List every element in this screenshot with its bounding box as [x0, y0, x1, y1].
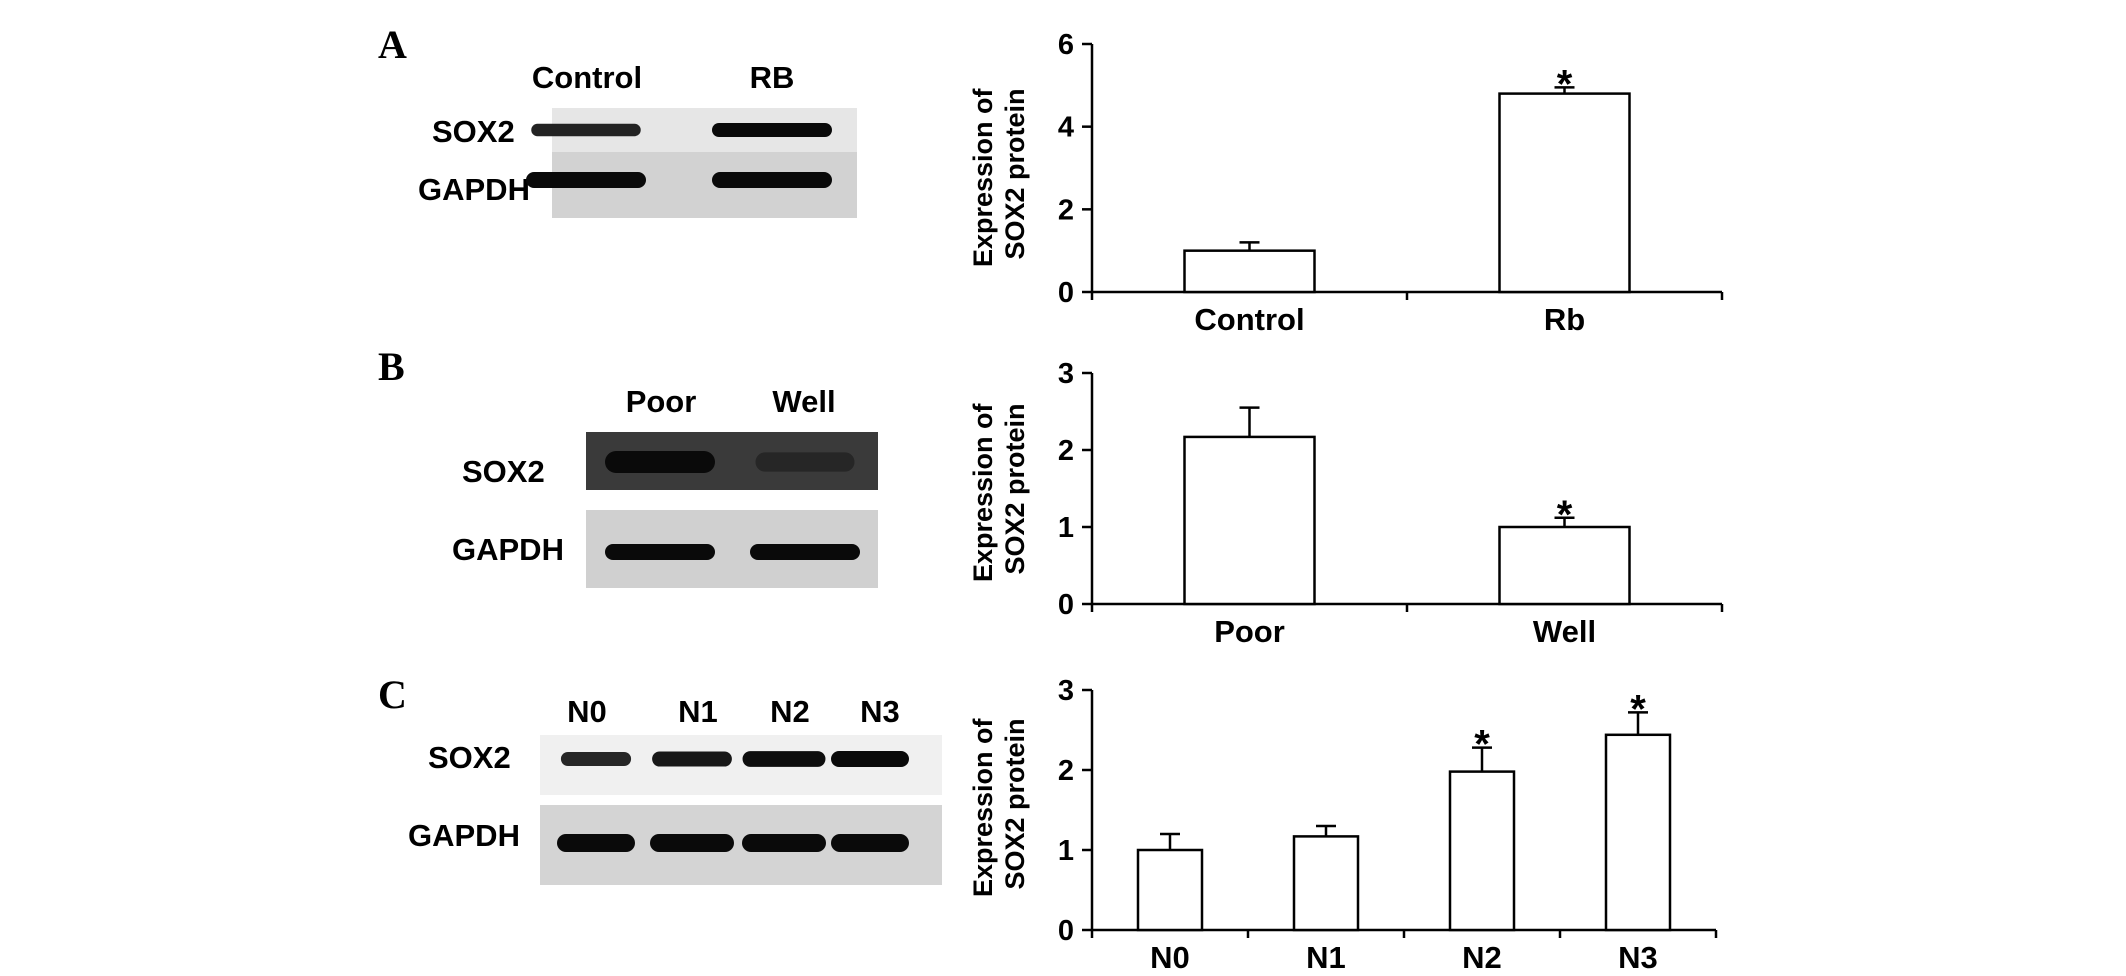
chart-c: Expression of SOX2 protein 0 1 2 3 N0 N1 N2 * N3… [968, 675, 1718, 975]
blot-b-bands [605, 451, 860, 560]
blot-b-row-label: GAPDH [452, 532, 564, 567]
blot-band [650, 834, 734, 852]
bar [1292, 835, 1360, 932]
bar [1183, 249, 1316, 294]
x-category-label: Poor [1214, 614, 1285, 649]
blot-band [605, 544, 715, 560]
blot-b-lane-label: Well [772, 384, 835, 419]
blot-c-lane-label: N1 [678, 694, 718, 729]
chart-b-ylabel: Expression of SOX2 protein [968, 396, 1030, 582]
blot-band [755, 452, 855, 472]
blot-c-lane-label: N0 [567, 694, 607, 729]
blot-band [560, 751, 632, 767]
blot-a-bands [526, 123, 832, 188]
blot-b-lane-label: Poor [626, 384, 697, 419]
chart-b-ylabel-line1: Expression of [968, 402, 998, 582]
blot-band [712, 172, 832, 188]
y-tick-label: 0 [1058, 589, 1074, 621]
y-tick-label: 3 [1058, 358, 1074, 390]
bar [1448, 770, 1516, 932]
blot-band [526, 172, 646, 188]
blot-c-row-label: GAPDH [408, 818, 520, 853]
x-category-label: Control [1194, 302, 1304, 337]
chart-a-ylabel-line2: SOX2 protein [1000, 88, 1030, 259]
chart-c-ylabel: Expression of SOX2 protein [968, 711, 1030, 897]
x-category-label: N3 [1618, 940, 1658, 975]
blot-c: N0 N1 N2 N3 SOX2 GAPDH [408, 694, 942, 885]
x-category-label: Rb [1544, 302, 1585, 337]
y-tick-label: 2 [1058, 755, 1074, 787]
x-category-label: N0 [1150, 940, 1190, 975]
significance-marker: * [1474, 723, 1490, 767]
bar [1604, 733, 1672, 932]
y-tick-label: 0 [1058, 277, 1074, 309]
y-tick-label: 0 [1058, 915, 1074, 947]
blot-a-row-label: GAPDH [418, 172, 530, 207]
significance-marker: * [1557, 62, 1573, 106]
panel-a: A Control RB SOX2 GAPDH Expression of SO… [378, 22, 1724, 337]
blot-band [742, 834, 826, 852]
significance-marker: * [1557, 493, 1573, 537]
blot-band [831, 834, 909, 852]
blot-b-row-label: SOX2 [462, 454, 545, 489]
panel-letter-c: C [378, 672, 407, 717]
x-category-label: N2 [1462, 940, 1502, 975]
blot-band [531, 123, 641, 137]
y-tick-label: 6 [1058, 29, 1074, 61]
blot-band [605, 451, 715, 473]
chart-c-ylabel-line1: Expression of [968, 717, 998, 897]
blot-band [652, 751, 732, 767]
x-category-label: Well [1533, 614, 1596, 649]
chart-b: Expression of SOX2 protein 0 1 2 3 Poor Well * [968, 358, 1724, 649]
blot-band [831, 751, 909, 767]
y-tick-label: 2 [1058, 194, 1074, 226]
y-tick-label: 1 [1058, 512, 1074, 544]
chart-a: Expression of SOX2 protein 0 2 4 6 Control Rb… [968, 29, 1724, 337]
blot-a-lane-label: Control [532, 60, 642, 95]
bar [1136, 848, 1204, 932]
blot-c-lane-label: N3 [860, 694, 900, 729]
chart-b-ylabel-line2: SOX2 protein [1000, 403, 1030, 574]
panel-letter-a: A [378, 22, 407, 67]
y-tick-label: 1 [1058, 835, 1074, 867]
significance-marker: * [1630, 687, 1646, 731]
chart-a-ylabel: Expression of SOX2 protein [968, 81, 1030, 267]
chart-c-ylabel-line2: SOX2 protein [1000, 718, 1030, 889]
blot-a-lane-label: RB [750, 60, 795, 95]
y-tick-label: 3 [1058, 675, 1074, 707]
blot-band [742, 751, 826, 767]
blot-b: Poor Well SOX2 GAPDH [452, 384, 878, 588]
y-tick-label: 2 [1058, 435, 1074, 467]
blot-band [712, 123, 832, 137]
panel-letter-b: B [378, 344, 405, 389]
blot-a: Control RB SOX2 GAPDH [418, 60, 857, 218]
bar [1183, 435, 1316, 606]
bar [1498, 525, 1631, 606]
panel-b: B Poor Well SOX2 GAPDH Expression of SOX… [378, 344, 1724, 649]
blot-band [557, 834, 635, 852]
blot-c-row-label: SOX2 [428, 740, 511, 775]
chart-a-ylabel-line1: Expression of [968, 87, 998, 267]
blot-c-bands [557, 751, 909, 852]
y-tick-label: 4 [1058, 112, 1074, 144]
blot-c-lane-label: N2 [770, 694, 810, 729]
blot-a-row-label: SOX2 [432, 114, 515, 149]
blot-band [750, 544, 860, 560]
bar [1498, 92, 1631, 294]
panel-c: C N0 N1 N2 N3 SOX2 GAPDH Expression of S… [378, 672, 1718, 975]
x-category-label: N1 [1306, 940, 1346, 975]
